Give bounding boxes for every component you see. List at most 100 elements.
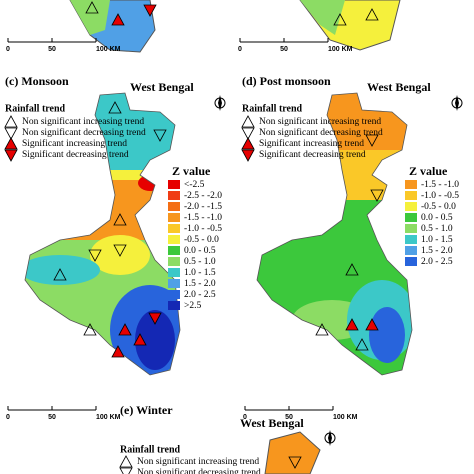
- trend-marker: [118, 323, 132, 336]
- scale-label: 50: [48, 46, 56, 53]
- z-label: -1.5 - -1.0: [184, 213, 222, 223]
- z-label: <-2.5: [184, 180, 205, 190]
- z-label: -1.0 - -0.5: [184, 224, 222, 234]
- z-swatch: [168, 257, 180, 266]
- compass-needle: [455, 95, 459, 111]
- z-label: 1.5 - 2.0: [184, 279, 216, 289]
- trend-marker: [333, 13, 347, 26]
- z-swatch: [405, 180, 417, 189]
- scale-bar: 0 50 100 KM: [238, 38, 353, 53]
- trend-marker: [345, 318, 359, 331]
- z-swatch: [168, 213, 180, 222]
- panel-title: (c) Monsoon: [5, 74, 69, 88]
- z-label: -0.5 - 0.0: [184, 235, 219, 245]
- z-swatch: [168, 191, 180, 200]
- compass: [451, 95, 463, 111]
- compass: [214, 95, 226, 111]
- scale-label: 0: [238, 46, 242, 53]
- trend-marker: [288, 456, 302, 469]
- scale-label: 100 KM: [96, 414, 121, 421]
- scale-label: 0: [6, 46, 10, 53]
- z-label: 1.5 - 2.0: [421, 246, 453, 256]
- scale-label: 100 KM: [333, 414, 358, 421]
- trend-marker: [241, 115, 255, 128]
- trend-marker: [365, 134, 379, 147]
- trend-marker: [153, 129, 167, 142]
- panel-title: (d) Post monsoon: [242, 74, 331, 88]
- trend-marker: [4, 115, 18, 128]
- z-label: >2.5: [184, 301, 201, 311]
- z-swatch: [405, 235, 417, 244]
- trend-marker: [88, 249, 102, 262]
- trend-marker: [119, 455, 133, 468]
- legend-label: Non significant increasing trend: [22, 116, 144, 127]
- scale-bar: 0 50 100 KM: [6, 406, 121, 421]
- scale-label: 50: [280, 46, 288, 53]
- z-label: -0.5 - 0.0: [421, 202, 456, 212]
- trend-marker: [111, 345, 125, 358]
- trend-marker: [143, 4, 157, 17]
- z-swatch: [168, 180, 180, 189]
- z-zone: [369, 307, 405, 363]
- legend-title: Rainfall trend: [242, 103, 303, 114]
- z-swatch: [405, 246, 417, 255]
- legend-label: Non significant decreasing trend: [22, 127, 146, 138]
- trend-marker: [4, 149, 18, 162]
- legend-label: Significant increasing trend: [22, 138, 127, 149]
- z-swatch: [405, 213, 417, 222]
- map-partial: [70, 0, 110, 35]
- map-partial: [300, 0, 345, 35]
- trend-marker: [113, 244, 127, 257]
- trend-marker: [53, 268, 67, 281]
- trend-marker: [4, 137, 18, 150]
- map-outline: [24, 92, 181, 376]
- trend-marker: [111, 13, 125, 26]
- legend-label: Non significant decreasing trend: [259, 127, 383, 138]
- z-zone: [25, 255, 100, 285]
- scale-label: 0: [6, 414, 10, 421]
- trend-marker: [355, 338, 369, 351]
- z-label: -1.0 - -0.5: [421, 191, 459, 201]
- z-swatch: [168, 224, 180, 233]
- z-swatch: [405, 224, 417, 233]
- trend-marker: [365, 8, 379, 21]
- legend-title: Rainfall trend: [120, 444, 181, 455]
- scale-label: 50: [285, 414, 293, 421]
- z-swatch: [405, 257, 417, 266]
- map-outline: [256, 92, 413, 376]
- z-swatch: [168, 279, 180, 288]
- legend-title: Rainfall trend: [5, 103, 66, 114]
- trend-marker: [345, 263, 359, 276]
- trend-marker: [113, 213, 127, 226]
- map: [264, 431, 321, 474]
- z-zone: [138, 175, 162, 191]
- z-zone: [90, 235, 150, 275]
- z-label: -2.5 - -2.0: [184, 191, 222, 201]
- z-title: Z value: [409, 164, 448, 178]
- z-label: 0.0 - 0.5: [421, 213, 453, 223]
- legend-label: Non significant decreasing trend: [137, 467, 261, 474]
- z-zone: [135, 310, 175, 370]
- z-swatch: [168, 301, 180, 310]
- trend-marker: [108, 101, 122, 114]
- trend-marker: [148, 312, 162, 325]
- trend-marker: [133, 333, 147, 346]
- panel-title: (e) Winter: [120, 403, 173, 417]
- compass-needle: [218, 95, 222, 111]
- z-swatch: [168, 235, 180, 244]
- trend-marker: [315, 323, 329, 336]
- trend-marker: [241, 137, 255, 150]
- z-label: 2.0 - 2.5: [184, 290, 216, 300]
- z-label: 1.0 - 1.5: [184, 268, 216, 278]
- z-label: 0.0 - 0.5: [184, 246, 216, 256]
- legend-label: Non significant increasing trend: [137, 456, 259, 467]
- scale-bar: 0 50 100 KM: [243, 406, 358, 421]
- region-label: West Bengal: [130, 80, 194, 94]
- trend-marker: [4, 127, 18, 140]
- compass-needle: [328, 430, 332, 446]
- top-maps: [69, 0, 401, 53]
- scale-label: 0: [243, 414, 247, 421]
- z-label: 1.0 - 1.5: [421, 235, 453, 245]
- legend-label: Non significant increasing trend: [259, 116, 381, 127]
